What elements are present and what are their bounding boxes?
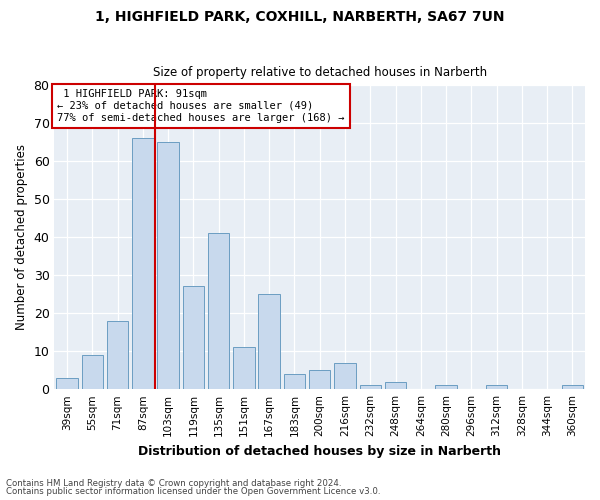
Bar xyxy=(334,362,356,389)
Bar xyxy=(259,294,280,389)
Bar xyxy=(359,386,381,389)
Bar xyxy=(56,378,78,389)
Bar xyxy=(486,386,508,389)
Bar xyxy=(132,138,154,389)
Bar xyxy=(562,386,583,389)
Text: 1 HIGHFIELD PARK: 91sqm
← 23% of detached houses are smaller (49)
77% of semi-de: 1 HIGHFIELD PARK: 91sqm ← 23% of detache… xyxy=(57,90,344,122)
Bar xyxy=(157,142,179,389)
Text: Contains HM Land Registry data © Crown copyright and database right 2024.: Contains HM Land Registry data © Crown c… xyxy=(6,478,341,488)
Y-axis label: Number of detached properties: Number of detached properties xyxy=(15,144,28,330)
Bar xyxy=(182,286,204,389)
Bar xyxy=(309,370,331,389)
Bar xyxy=(208,233,229,389)
Bar xyxy=(82,355,103,389)
Bar xyxy=(435,386,457,389)
Bar xyxy=(385,382,406,389)
Bar xyxy=(233,348,254,389)
X-axis label: Distribution of detached houses by size in Narberth: Distribution of detached houses by size … xyxy=(138,444,501,458)
Title: Size of property relative to detached houses in Narberth: Size of property relative to detached ho… xyxy=(152,66,487,80)
Bar xyxy=(107,320,128,389)
Text: Contains public sector information licensed under the Open Government Licence v3: Contains public sector information licen… xyxy=(6,487,380,496)
Text: 1, HIGHFIELD PARK, COXHILL, NARBERTH, SA67 7UN: 1, HIGHFIELD PARK, COXHILL, NARBERTH, SA… xyxy=(95,10,505,24)
Bar xyxy=(284,374,305,389)
